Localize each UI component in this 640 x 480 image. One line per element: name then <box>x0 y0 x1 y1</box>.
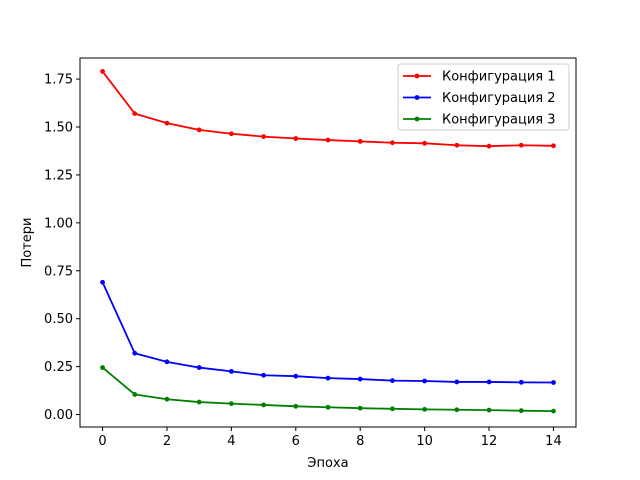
data-point <box>228 369 234 374</box>
series-3 <box>100 365 556 414</box>
data-point <box>486 143 492 149</box>
legend-marker <box>414 95 420 100</box>
y-tick-label: 0.50 <box>44 312 73 327</box>
legend-label: Конфигурация 1 <box>442 70 556 85</box>
x-tick-label: 6 <box>292 434 300 449</box>
data-point <box>132 350 138 356</box>
x-tick-label: 4 <box>227 434 235 449</box>
legend-marker <box>414 73 420 79</box>
x-tick-label: 8 <box>356 434 364 449</box>
data-point <box>228 401 234 407</box>
data-point <box>261 372 266 378</box>
data-point <box>164 396 170 402</box>
series-1 <box>100 69 556 149</box>
y-tick-label: 0.25 <box>44 360 73 375</box>
data-point <box>261 134 266 139</box>
data-point <box>196 399 202 405</box>
y-axis: 0.00 0.25 0.50 0.75 1.00 1.25 1.50 1.75 <box>44 73 80 423</box>
data-point <box>454 379 460 385</box>
x-axis-label: Эпоха <box>307 456 348 471</box>
data-point <box>551 380 556 385</box>
x-tick-label: 10 <box>416 434 433 449</box>
data-point <box>357 138 363 144</box>
data-point <box>486 407 492 413</box>
legend-marker <box>414 116 420 122</box>
data-point <box>293 373 299 379</box>
x-axis: 0 2 4 6 8 10 12 14 <box>98 427 562 449</box>
y-tick-label: 0.00 <box>44 408 73 423</box>
data-point <box>454 407 460 413</box>
data-point <box>261 402 266 408</box>
data-point <box>132 111 138 116</box>
data-point <box>325 375 331 381</box>
x-tick-label: 0 <box>98 434 106 449</box>
data-point <box>551 408 556 414</box>
series-line <box>101 281 554 384</box>
data-point <box>164 120 170 126</box>
data-point <box>390 406 395 412</box>
x-tick-label: 14 <box>545 434 562 449</box>
data-point <box>196 365 202 370</box>
y-tick-label: 1.25 <box>44 168 73 183</box>
data-point <box>422 378 428 384</box>
data-point <box>100 365 105 370</box>
x-tick-label: 12 <box>481 434 498 449</box>
data-point <box>293 136 299 141</box>
data-point <box>293 403 299 409</box>
legend-box <box>397 63 570 131</box>
data-point <box>422 140 428 146</box>
data-point <box>518 408 524 414</box>
data-point <box>132 392 138 397</box>
data-point <box>454 142 460 148</box>
y-tick-label: 1.75 <box>44 73 73 88</box>
y-tick-label: 1.00 <box>44 216 73 231</box>
axes-frame <box>79 57 577 428</box>
series-2 <box>100 279 556 385</box>
data-point <box>357 405 363 411</box>
data-point <box>100 69 105 74</box>
data-point <box>325 137 331 143</box>
data-point <box>325 404 331 410</box>
data-point <box>518 142 524 148</box>
series-line <box>101 366 554 412</box>
legend-entry: Конфигурация 2 <box>403 91 556 106</box>
data-point <box>357 376 363 382</box>
legend: Конфигурация 1 Конфигурация 2 Конфигурация… <box>397 63 570 131</box>
data-point <box>390 378 395 384</box>
legend-entry: Конфигурация 3 <box>403 113 556 128</box>
data-point <box>551 143 556 149</box>
x-tick-label: 2 <box>163 434 171 449</box>
data-point <box>422 406 428 412</box>
data-point <box>228 131 234 137</box>
data-point <box>486 379 492 385</box>
legend-entry: Конфигурация 1 <box>403 70 556 85</box>
y-axis-label: Потери <box>20 217 35 267</box>
data-point <box>100 279 105 285</box>
data-point <box>196 127 202 133</box>
data-point <box>164 359 170 365</box>
data-point <box>390 140 395 146</box>
data-point <box>518 379 524 385</box>
legend-label: Конфигурация 3 <box>442 113 556 128</box>
y-tick-label: 0.75 <box>44 264 73 279</box>
plot-area <box>100 69 556 414</box>
legend-label: Конфигурация 2 <box>442 91 556 106</box>
y-tick-label: 1.50 <box>44 121 73 136</box>
